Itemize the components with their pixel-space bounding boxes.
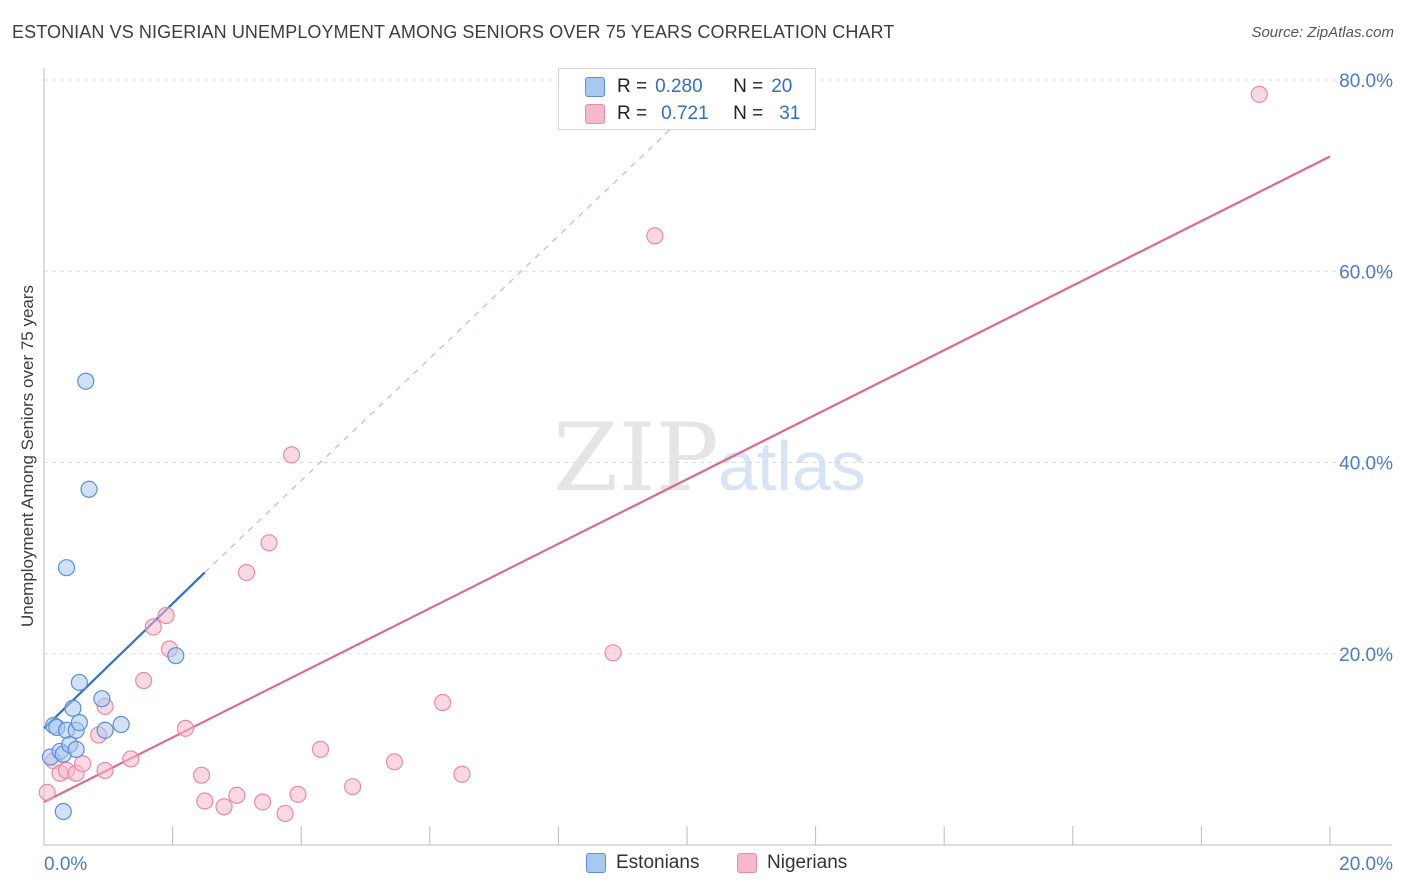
data-point-estonians	[112, 715, 130, 734]
legend-n-value: 31	[779, 103, 801, 124]
legend-swatch-nigerians	[737, 853, 757, 873]
watermark-atlas: atlas	[718, 427, 866, 505]
legend-row-nigerians: R = 0.721 N = 31	[585, 101, 800, 127]
legend-r-value: 0.721	[661, 103, 709, 124]
data-point-estonians	[167, 647, 185, 665]
data-point-nigerians	[282, 446, 301, 464]
legend-swatch-estonians	[586, 853, 606, 873]
legend-row-estonians: R = 0.280 N = 20	[585, 74, 792, 100]
data-point-nigerians	[434, 693, 452, 712]
legend-n-label: N =	[733, 76, 764, 97]
data-point-nigerians	[385, 753, 404, 771]
data-point-nigerians	[311, 740, 330, 758]
legend-item-estonians[interactable]: Estonians	[586, 852, 699, 874]
data-point-estonians	[96, 721, 114, 739]
grid-lines	[44, 79, 1392, 655]
stats-legend: R = 0.280 N = 20 R = 0.721 N = 31	[558, 68, 816, 130]
data-point-estonians	[70, 713, 88, 732]
series-legend: Estonians Nigerians	[0, 852, 1406, 878]
data-point-nigerians	[192, 766, 211, 784]
data-point-estonians	[80, 480, 98, 498]
watermark-zip: ZIP	[553, 404, 719, 513]
data-point-estonians	[64, 699, 82, 717]
data-point-nigerians	[604, 644, 622, 662]
legend-r-value: 0.280	[655, 76, 703, 97]
legend-swatch-nigerians	[585, 104, 605, 124]
legend-swatch-estonians	[585, 77, 605, 97]
data-point-nigerians	[176, 719, 195, 737]
watermark: ZIP atlas	[553, 404, 866, 513]
data-point-nigerians	[196, 792, 214, 810]
data-point-nigerians	[646, 227, 664, 245]
data-point-nigerians	[96, 761, 114, 780]
legend-item-nigerians[interactable]: Nigerians	[737, 852, 847, 874]
data-point-nigerians	[344, 778, 362, 796]
data-point-nigerians	[135, 671, 153, 690]
data-point-nigerians	[1250, 85, 1268, 103]
data-point-estonians	[54, 802, 72, 821]
data-point-nigerians	[38, 783, 56, 802]
data-point-nigerians	[453, 765, 471, 783]
data-point-nigerians	[260, 534, 278, 552]
data-points	[38, 85, 1268, 823]
legend-label-nigerians: Nigerians	[767, 852, 848, 873]
chart-title: ESTONIAN VS NIGERIAN UNEMPLOYMENT AMONG …	[12, 22, 895, 42]
tick-labels: 20.0% 40.0% 60.0% 80.0% 0.0% 20.0%	[44, 71, 1393, 875]
data-point-estonians	[57, 559, 76, 577]
trend-line-estonians-extension	[204, 113, 688, 573]
y-tick-label: 60.0%	[1339, 262, 1393, 283]
y-tick-label: 80.0%	[1339, 71, 1393, 92]
legend-label-estonians: Estonians	[616, 852, 700, 873]
data-point-nigerians	[237, 563, 256, 582]
data-point-estonians	[70, 673, 88, 692]
axes	[43, 68, 1392, 846]
data-point-nigerians	[228, 786, 246, 804]
y-tick-label: 20.0%	[1339, 645, 1393, 666]
trend-line-nigerians	[43, 155, 1331, 803]
data-point-estonians	[93, 690, 111, 708]
x-tick-label: 20.0%	[1339, 854, 1393, 875]
legend-r-label: R =	[617, 76, 648, 97]
legend-n-label: N =	[733, 103, 764, 124]
legend-r-label: R =	[617, 103, 648, 124]
data-point-nigerians	[254, 793, 272, 811]
chart-source: Source: ZipAtlas.com	[1251, 24, 1394, 41]
data-point-nigerians	[289, 785, 307, 803]
data-point-nigerians	[215, 798, 233, 816]
x-tick-label: 0.0%	[44, 854, 87, 875]
data-point-nigerians	[122, 750, 140, 768]
data-point-nigerians	[157, 606, 175, 625]
data-point-nigerians	[276, 804, 294, 823]
y-tick-label: 40.0%	[1339, 454, 1393, 475]
data-point-nigerians	[73, 755, 92, 773]
data-point-estonians	[77, 372, 95, 390]
legend-n-value: 20	[771, 76, 793, 97]
data-point-estonians	[67, 740, 85, 758]
data-point-nigerians	[144, 618, 162, 636]
